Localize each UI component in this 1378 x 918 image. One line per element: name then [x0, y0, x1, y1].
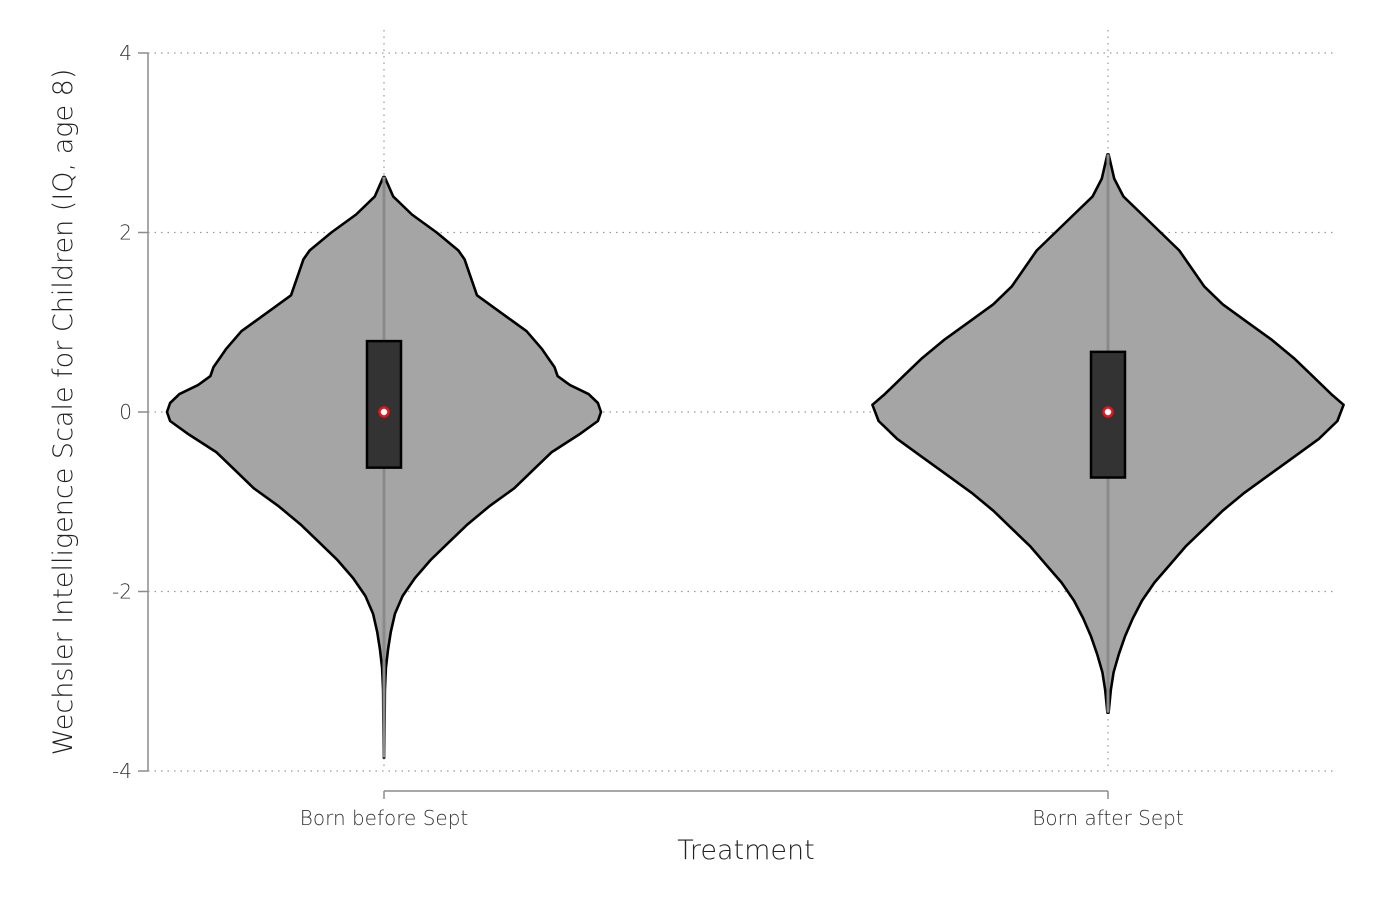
y-tick-label: 2 — [119, 221, 132, 245]
iqr-box — [1089, 350, 1127, 479]
y-tick-label: -4 — [112, 759, 132, 783]
median-marker — [1102, 406, 1114, 418]
x-tick-label: Born before Sept — [300, 806, 469, 830]
x-tick-label: Born after Sept — [1032, 806, 1183, 830]
y-tick-label: 4 — [119, 41, 132, 65]
x-axis-title: Treatment — [677, 835, 814, 866]
y-tick-label: 0 — [119, 400, 132, 424]
axes: -4 -2 0 2 4 Born before Sept Born after Sept — [112, 41, 1184, 830]
y-tick-label: -2 — [112, 580, 132, 604]
iqr-box — [365, 339, 403, 469]
violins — [165, 153, 1345, 759]
y-axis-title: Wechsler Intelligence Scale for Children… — [48, 69, 79, 756]
median-marker — [378, 406, 390, 418]
